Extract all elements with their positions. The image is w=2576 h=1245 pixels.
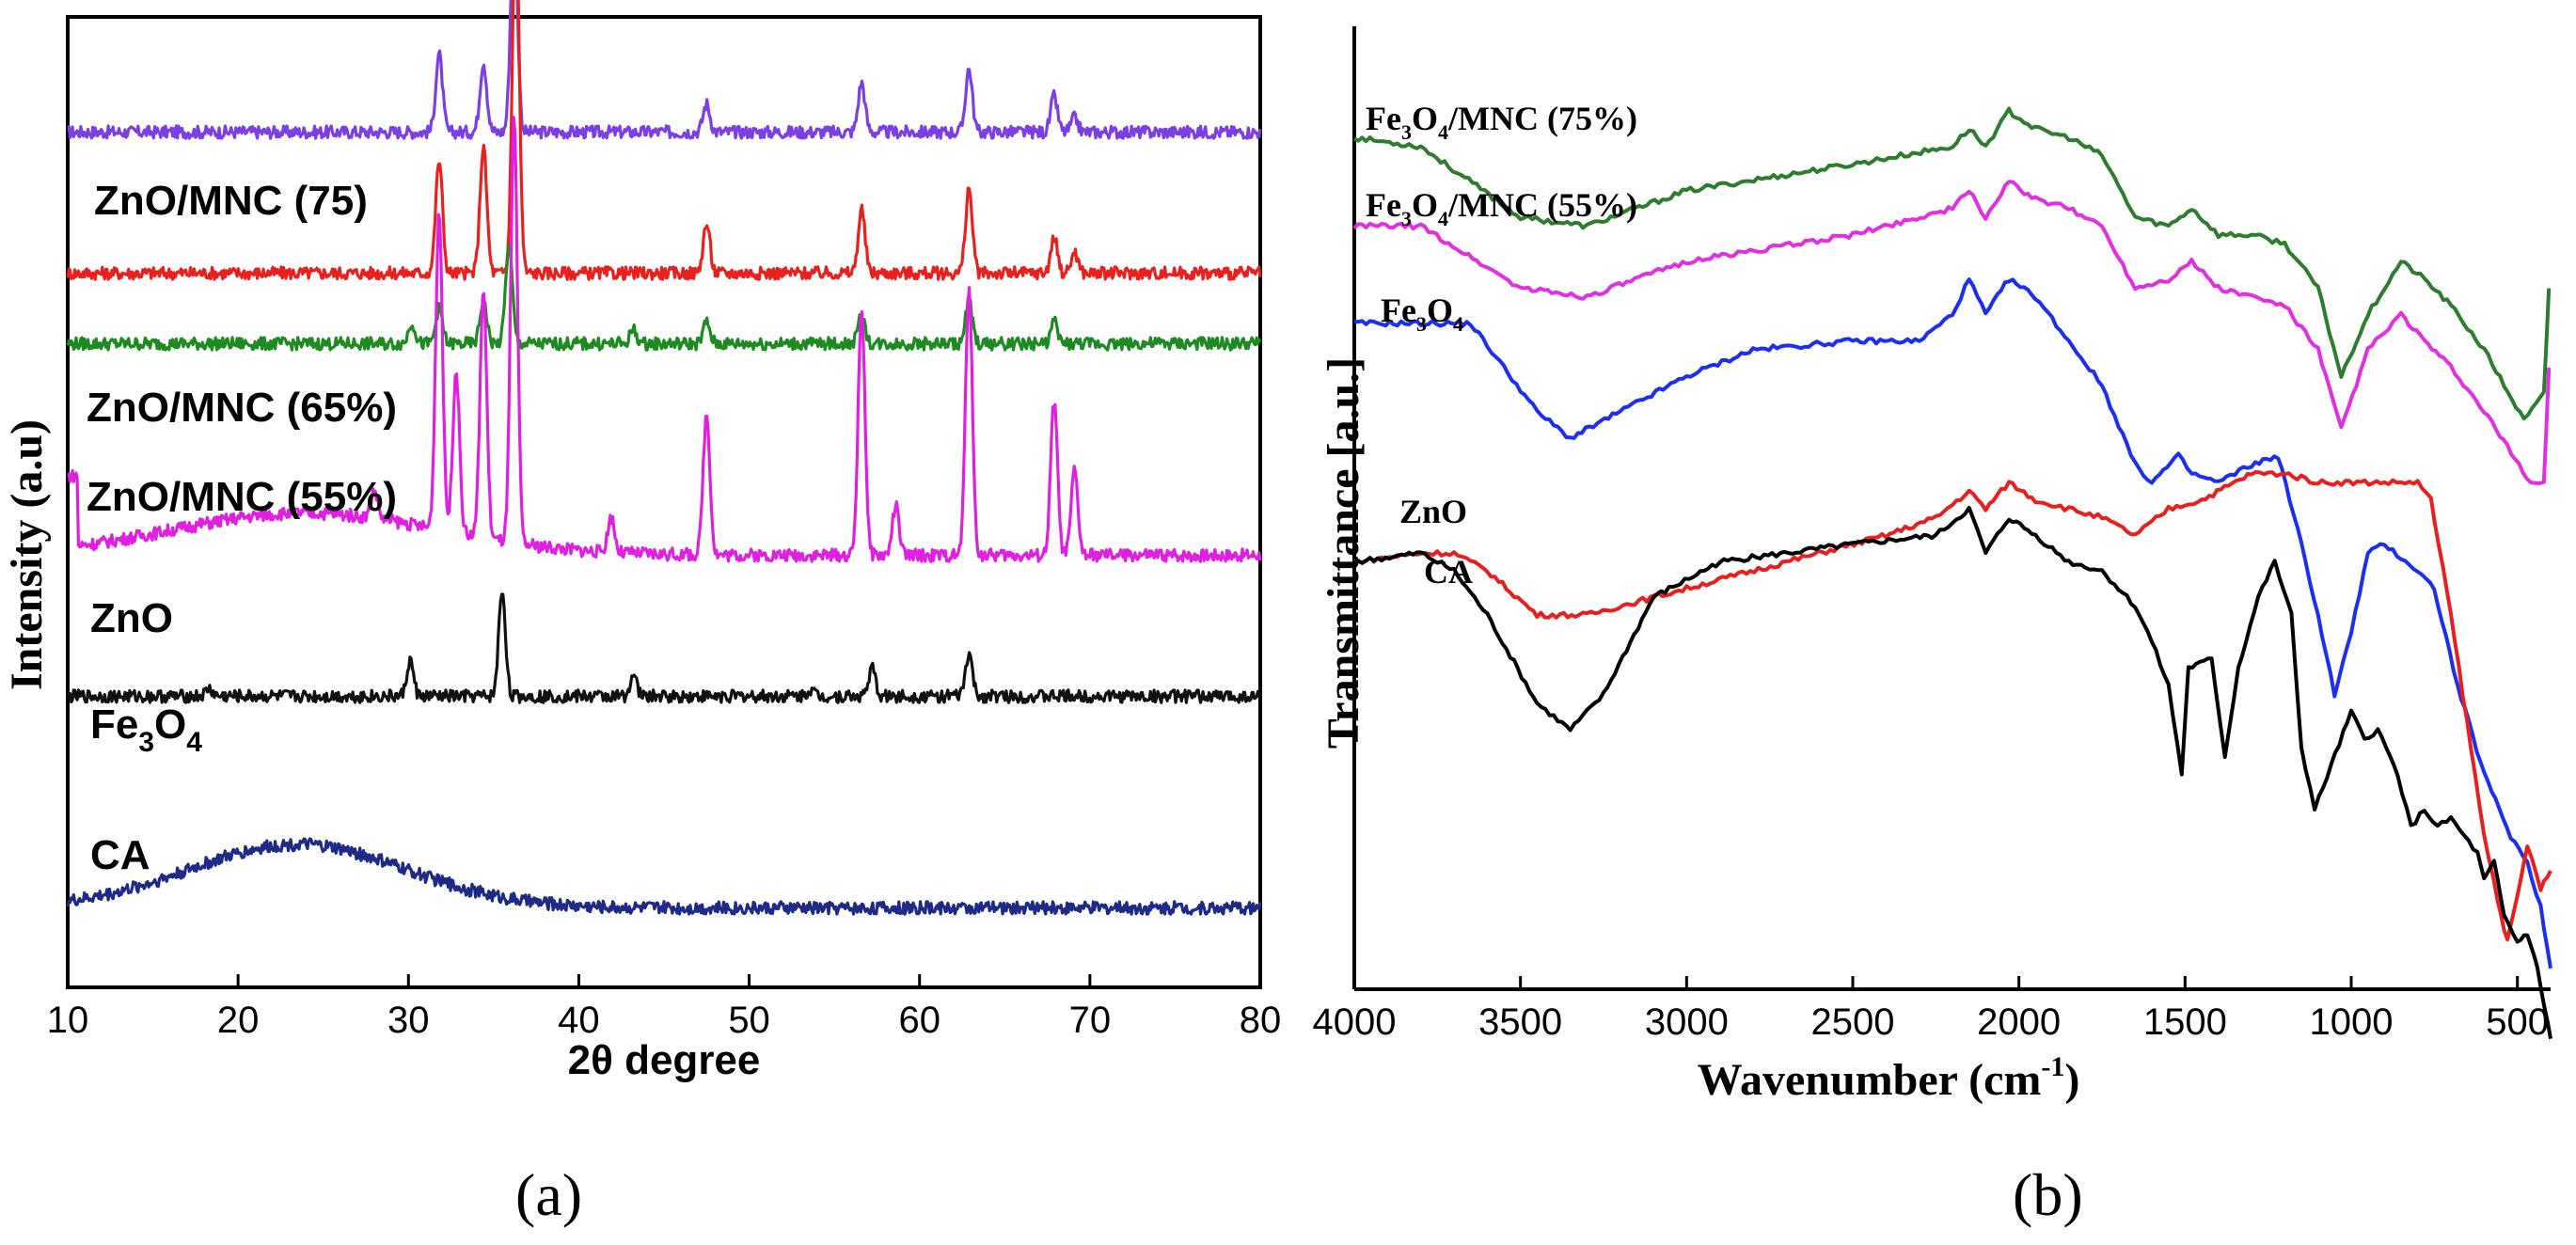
label-feb-sub3: 3 [1416, 312, 1427, 336]
panel-a-frame [66, 15, 1262, 989]
panel-letter-a: (a) [515, 1161, 582, 1228]
panel-b-y-axis-label: Transmittance [a.u.] [1319, 357, 1368, 749]
panel-a-series-line-0 [67, 0, 1262, 140]
panel-b-series-line-1 [1352, 180, 2552, 485]
panel-a-x-axis-label: 2θ degree [568, 1037, 761, 1083]
panel-b-x-tick-label-2: 3000 [1645, 1001, 1729, 1043]
label-ca: CA [90, 832, 150, 878]
panel-a-x-tick-label-5: 60 [898, 1000, 940, 1041]
panel-b-series-line-0 [1353, 106, 2552, 421]
panel-a-x-tick-label-7: 80 [1240, 1000, 1282, 1041]
panel-b-x-tick-label-1: 3500 [1478, 1001, 1562, 1043]
label-zno-mnc-75: ZnO/MNC (75) [94, 178, 368, 224]
panel-a-series-line-2 [66, 243, 1262, 352]
label-zno-mnc-65: ZnO/MNC (65%) [87, 385, 397, 431]
label-fe55-o: O [1412, 186, 1438, 224]
label-fe3o4-o: O [154, 701, 186, 748]
label-zno: ZnO [90, 595, 173, 641]
panel-a: 10 20 30 40 50 60 70 80 2θ degree Intensity (a.… [2, 0, 1281, 1083]
panel-letter-b: (b) [2013, 1161, 2083, 1228]
panel-b-x-axis-label-main: Wavenumber (cm [1698, 1055, 2042, 1105]
label-feb-sub4: 4 [1453, 312, 1463, 336]
label-fe55-sub3: 3 [1401, 207, 1412, 230]
panel-a-x-tick-label-1: 20 [217, 1000, 260, 1041]
panel-b-x-tick-label-3: 2500 [1811, 1001, 1895, 1043]
panel-a-series-line-1 [66, 0, 1262, 281]
label-feb-fe: Fe [1381, 292, 1416, 329]
panel-b-x-tick-label-5: 1500 [2143, 1001, 2227, 1043]
label-zno-mnc-55: ZnO/MNC (55%) [87, 474, 397, 520]
label-fe55-rest: /MNC (55%) [1447, 186, 1637, 224]
label-fe3o4-mnc-55: Fe3O4/MNC (55%) [1366, 186, 1637, 230]
panel-b-x-tick-label-6: 1000 [2310, 1001, 2394, 1043]
label-fe3o4: Fe3O4 [90, 701, 202, 758]
label-fe3o4-fe: Fe [90, 701, 138, 748]
panel-b-x-axis-label-sup: -1 [2041, 1051, 2064, 1082]
panel-a-x-tick-label-3: 40 [558, 1000, 600, 1041]
panel-b-series-line-3 [1353, 470, 2552, 942]
label-fe75-o: O [1412, 100, 1438, 137]
label-fe75-rest: /MNC (75%) [1447, 100, 1637, 137]
label-zno-b: ZnO [1399, 493, 1467, 530]
label-ca-b: CA [1424, 553, 1473, 591]
panel-b-x-tick-label-4: 2000 [1977, 1001, 2061, 1043]
panel-b-series-line-4 [1353, 506, 2552, 1039]
label-fe75-sub4: 4 [1438, 120, 1448, 144]
panel-b-x-ticks: 4000 3500 3000 2500 2000 1500 1000 500 [1313, 976, 2549, 1043]
panel-b-series-line-2 [1353, 277, 2552, 969]
panel-a-y-axis-label: Intensity (a.u) [2, 419, 52, 690]
panel-a-x-tick-label-0: 10 [47, 1000, 89, 1041]
label-fe55-sub4: 4 [1438, 207, 1448, 230]
panel-a-series-line-4 [66, 592, 1261, 704]
panel-b: 4000 3500 3000 2500 2000 1500 1000 500 Wavenumb… [1313, 26, 2552, 1105]
label-fe75-sub3: 3 [1401, 120, 1412, 144]
label-fe3o4-mnc-75: Fe3O4/MNC (75%) [1366, 100, 1637, 144]
panel-b-x-tick-label-0: 4000 [1313, 1001, 1397, 1043]
panel-b-series [1352, 106, 2552, 1039]
label-fe3o4-sub3: 3 [138, 727, 154, 758]
label-fe3o4-sub4: 4 [186, 727, 202, 758]
panel-a-series-line-5 [66, 837, 1262, 916]
panel-a-x-ticks: 10 20 30 40 50 60 70 80 [47, 974, 1282, 1041]
label-feb-o: O [1427, 292, 1453, 329]
panel-b-x-axis-label-close: ) [2064, 1055, 2079, 1105]
panel-a-x-tick-label-4: 50 [728, 1000, 770, 1041]
panel-a-x-tick-label-2: 30 [387, 1000, 430, 1041]
label-fe3o4-b: Fe3O4 [1381, 292, 1463, 336]
panel-b-x-tick-label-7: 500 [2486, 1001, 2549, 1043]
label-fe75-fe: Fe [1366, 100, 1401, 137]
panel-a-series-line-3 [67, 116, 1262, 563]
label-fe55-fe: Fe [1366, 186, 1401, 224]
panel-a-series [66, 0, 1262, 916]
panel-b-x-axis-label: Wavenumber (cm-1) [1698, 1051, 2080, 1105]
panel-a-x-tick-label-6: 70 [1069, 1000, 1112, 1041]
